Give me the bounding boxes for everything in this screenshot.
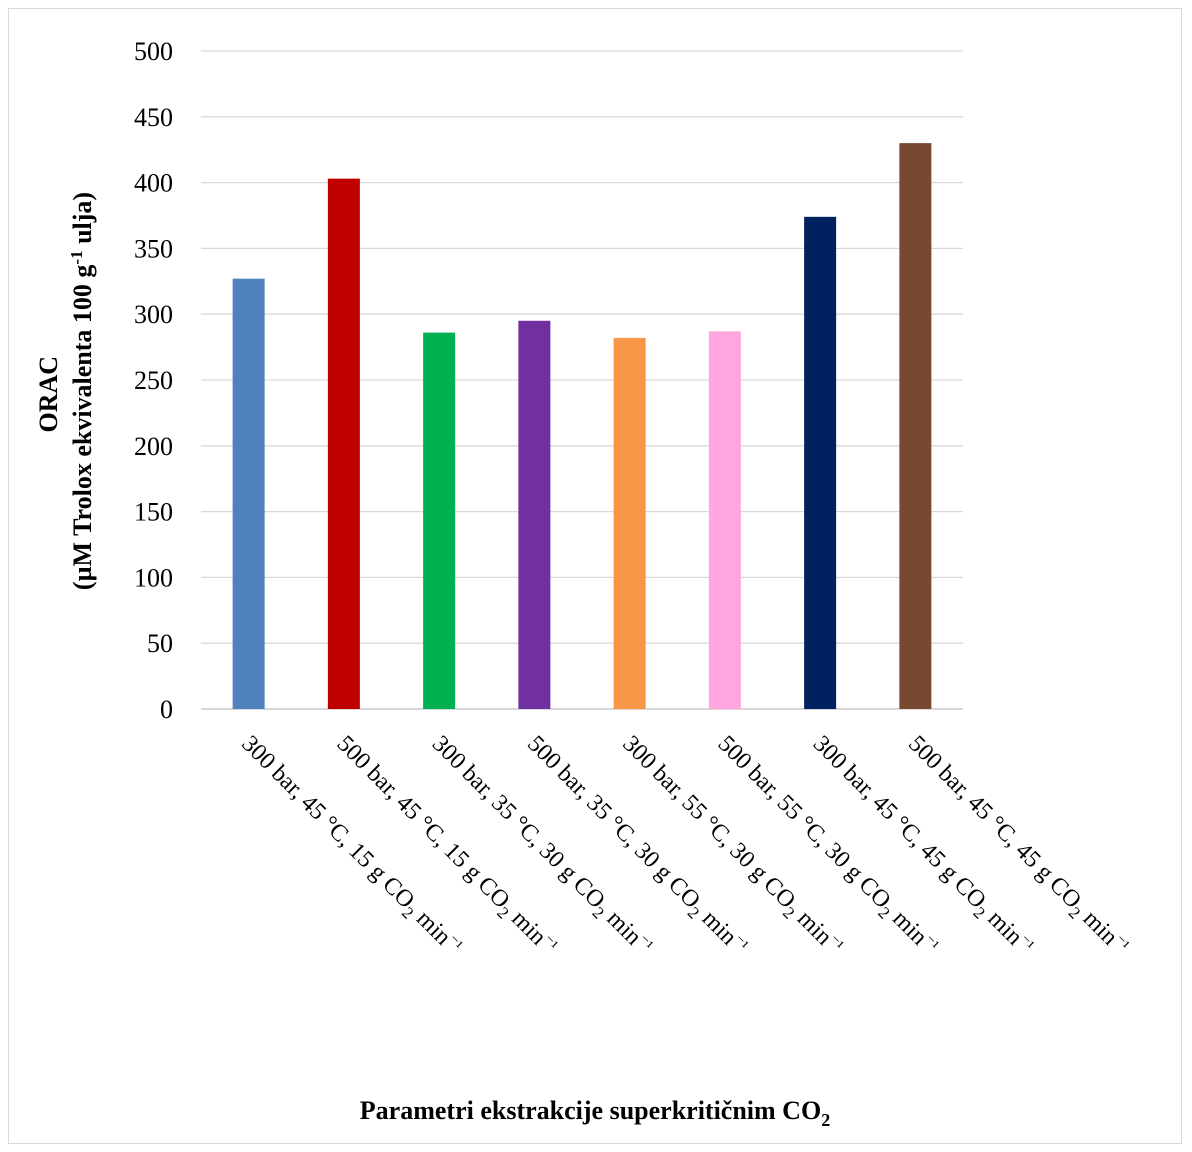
x-axis-title: Parametri ekstrakcije superkritičnim CO2: [360, 1096, 830, 1130]
y-tick-label: 50: [147, 629, 173, 658]
y-tick-label: 450: [134, 103, 173, 132]
y-axis-ticks: 0 50 100 150 200 250 300 350 400 450 500: [134, 37, 173, 724]
y-axis-title: ORAC (µM Trolox ekvivalenta 100 g-1 ulja…: [34, 192, 97, 590]
y-axis-title-line2-tail: ulja): [68, 192, 97, 251]
bar-chart: 0 50 100 150 200 250 300 350 400 450 500 300 bar, …: [34, 37, 1133, 1130]
y-axis-title-line1: ORAC: [34, 356, 63, 433]
bar-7: [804, 216, 837, 710]
bars: [232, 143, 932, 710]
y-tick-label: 500: [134, 37, 173, 66]
bar-5: [613, 337, 646, 709]
y-tick-label: 200: [134, 432, 173, 461]
y-tick-label: 0: [160, 695, 173, 724]
x-axis-title-main: Parametri ekstrakcije superkritičnim CO: [360, 1096, 821, 1125]
chart-frame: 0 50 100 150 200 250 300 350 400 450 500 300 bar, …: [8, 8, 1182, 1144]
y-tick-label: 150: [134, 498, 173, 527]
y-tick-label: 300: [134, 300, 173, 329]
bar-3: [423, 332, 456, 709]
bar-1: [232, 278, 265, 709]
bar-2: [327, 178, 360, 710]
bar-4: [518, 320, 551, 709]
y-axis-title-line2: (µM Trolox ekvivalenta 100 g-1 ulja): [67, 192, 97, 590]
x-axis-title-subscript: 2: [821, 1110, 830, 1130]
y-axis-title-line2-main: (µM Trolox ekvivalenta 100 g: [68, 265, 97, 591]
bar-6: [708, 331, 741, 709]
y-tick-label: 400: [134, 169, 173, 198]
y-axis-title-superscript: -1: [67, 250, 86, 264]
gridlines: [201, 50, 963, 710]
y-tick-label: 100: [134, 563, 173, 592]
y-tick-label: 250: [134, 366, 173, 395]
y-tick-label: 350: [134, 234, 173, 263]
bar-8: [899, 143, 932, 709]
